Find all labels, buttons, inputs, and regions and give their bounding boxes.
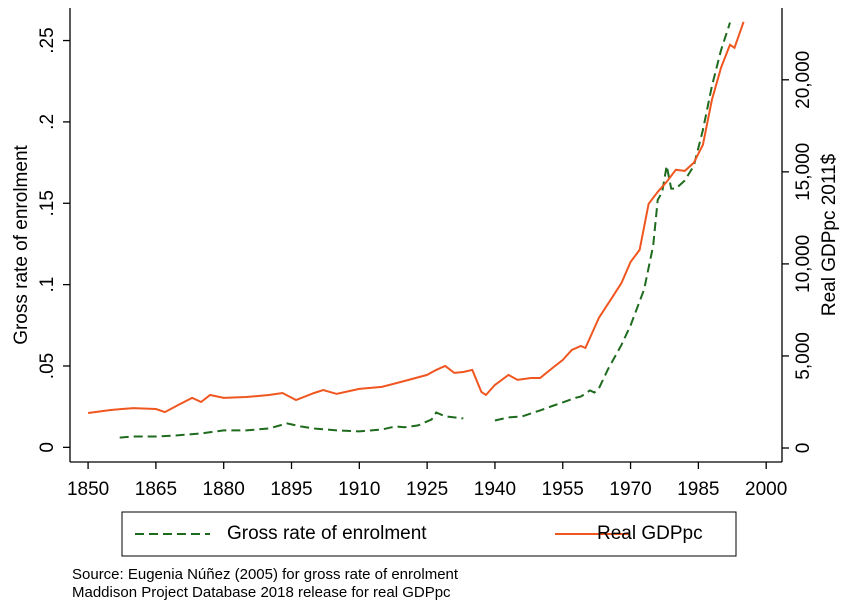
x-tick-label: 1910	[338, 479, 380, 500]
x-tick-label: 1925	[406, 479, 448, 500]
y2-tick-label: 15,000	[793, 143, 814, 201]
legend-box	[121, 511, 737, 557]
x-tick-label: 1880	[203, 479, 245, 500]
y-axis-label: Gross rate of enrolment	[11, 144, 32, 344]
y-tick-label: .05	[37, 353, 58, 379]
y2-axis-label: Real GDPpc 2011$	[819, 153, 840, 316]
x-tick-label: 1865	[135, 479, 177, 500]
y2-tick-label: 5,000	[793, 332, 814, 380]
legend-label: Real GDPpc	[597, 523, 703, 544]
y-tick-label: .2	[37, 114, 58, 130]
y-tick-label: 0	[37, 442, 58, 453]
y-tick-label: .1	[37, 277, 58, 293]
legend-label: Gross rate of enrolment	[227, 523, 427, 544]
series-line	[87, 21, 745, 414]
y2-tick-label: 20,000	[793, 51, 814, 109]
y2-tick-label: 10,000	[793, 235, 814, 293]
y2-tick-label: 0	[793, 443, 814, 454]
y-tick-label: .25	[37, 27, 58, 53]
y-tick-label: .15	[37, 190, 58, 216]
x-tick-label: 1940	[474, 479, 516, 500]
source-note: Maddison Project Database 2018 release f…	[72, 584, 451, 601]
x-tick-label: 1850	[67, 479, 109, 500]
series-line	[119, 22, 731, 439]
x-tick-label: 1970	[609, 479, 651, 500]
x-tick-label: 2000	[745, 479, 787, 500]
source-note: Source: Eugenia Núñez (2005) for gross r…	[72, 566, 459, 583]
x-tick-label: 1895	[270, 479, 312, 500]
x-tick-label: 1955	[542, 479, 584, 500]
x-tick-label: 1985	[677, 479, 719, 500]
